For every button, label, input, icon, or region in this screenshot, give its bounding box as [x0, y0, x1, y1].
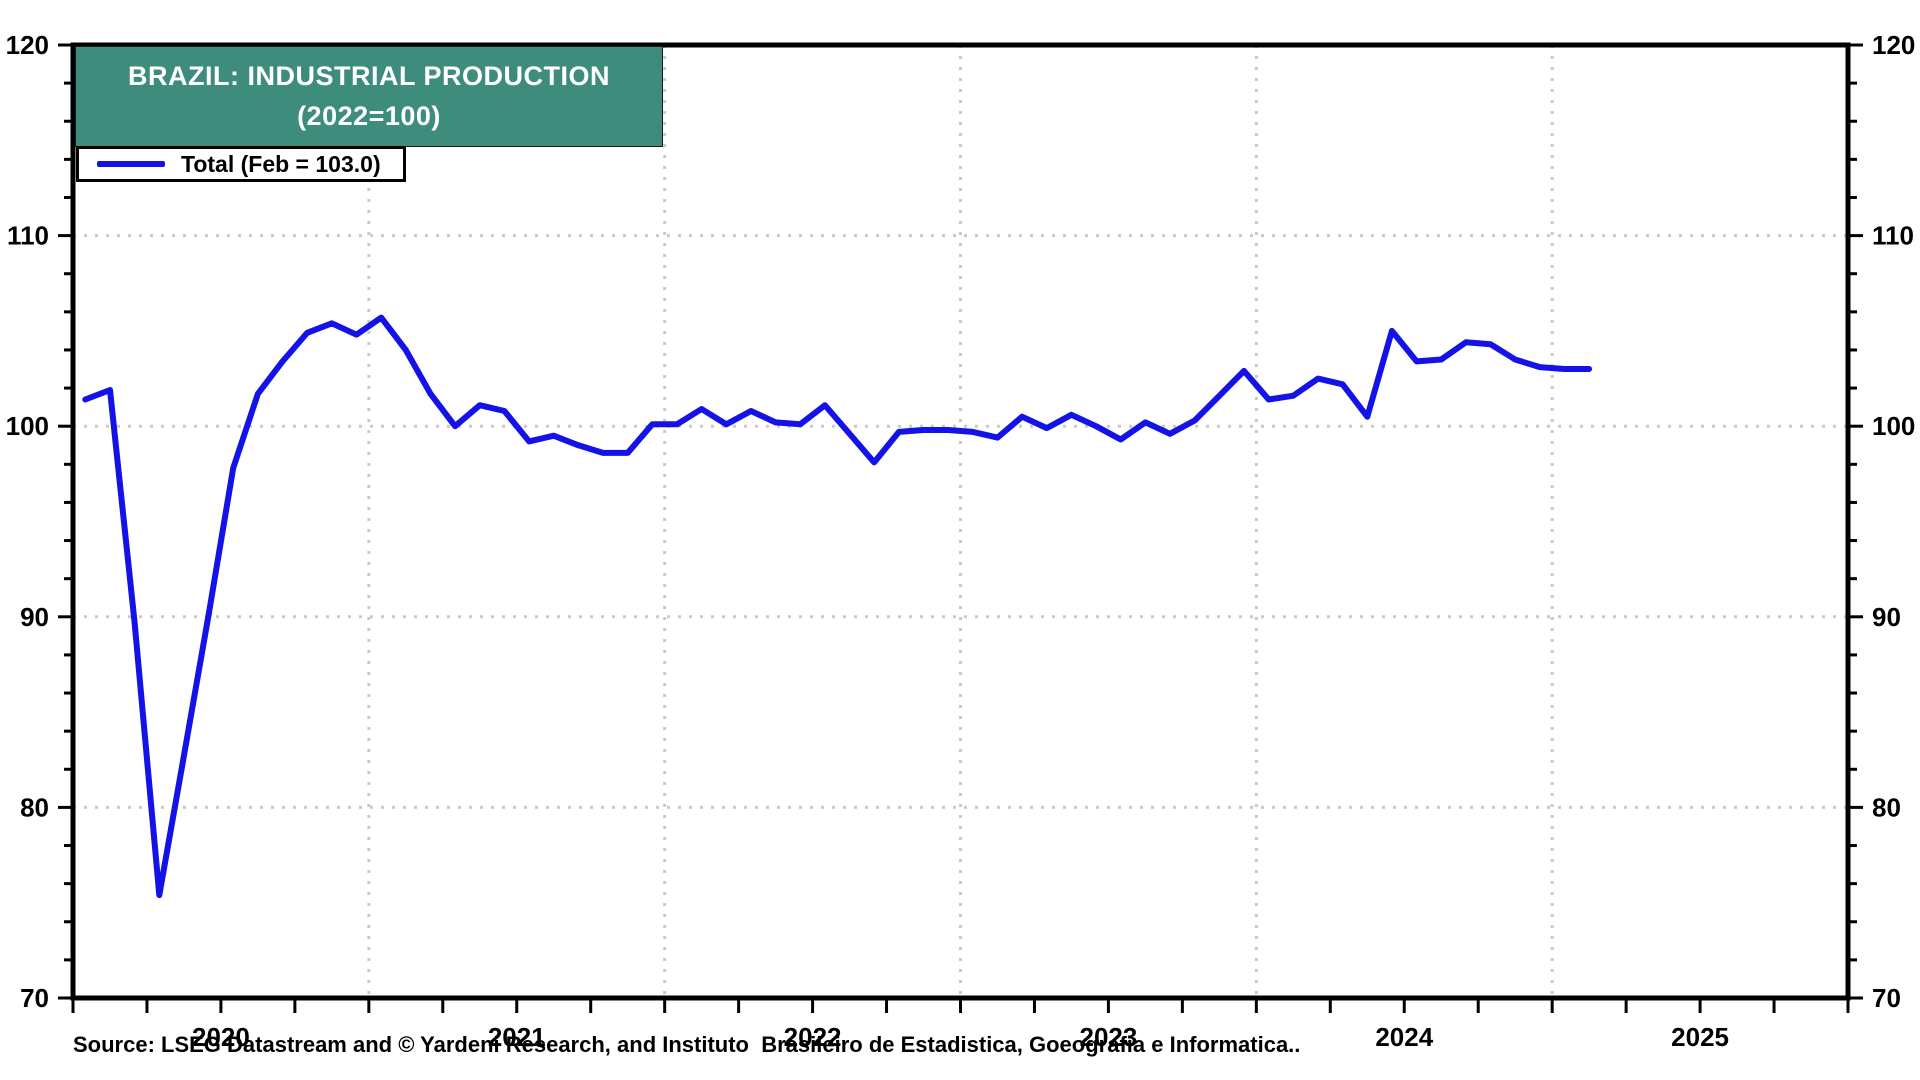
x-axis-year-label: 2025 [1671, 1022, 1729, 1052]
chart-title-line2: (2022=100) [297, 100, 441, 131]
y-axis-label-left: 70 [20, 983, 49, 1013]
legend: Total (Feb = 103.0) [76, 146, 406, 182]
y-axis-label-right: 70 [1872, 983, 1901, 1013]
y-axis-label-right: 110 [1872, 221, 1914, 251]
x-axis-year-label: 2024 [1375, 1022, 1433, 1052]
y-axis-label-right: 80 [1872, 792, 1901, 822]
y-axis-label-left: 120 [6, 30, 49, 60]
x-axis-year-label: 2020 [192, 1022, 250, 1052]
plot-frame [70, 42, 1851, 1001]
y-axis-label-right: 100 [1872, 411, 1915, 441]
y-axis-label-left: 100 [6, 411, 49, 441]
x-axis-year-label: 2023 [1079, 1022, 1137, 1052]
source-attribution: Source: LSEG Datastream and © Yardeni Re… [73, 1032, 1301, 1057]
legend-line-swatch [97, 161, 165, 167]
chart-title-box: BRAZIL: INDUSTRIAL PRODUCTION (2022=100) [75, 46, 663, 147]
x-axis-year-label: 2021 [488, 1022, 546, 1052]
y-axis-label-left: 90 [20, 602, 49, 632]
y-axis-label-right: 120 [1872, 30, 1915, 60]
legend-series-label: Total (Feb = 103.0) [181, 150, 381, 177]
chart-title-line1: BRAZIL: INDUSTRIAL PRODUCTION [128, 61, 610, 92]
y-axis-label-left: 110 [7, 221, 49, 251]
total-series-line [82, 314, 1593, 899]
y-axis-label-right: 90 [1872, 602, 1901, 632]
y-axis-label-left: 80 [20, 792, 49, 822]
x-axis-year-label: 2022 [784, 1022, 842, 1052]
